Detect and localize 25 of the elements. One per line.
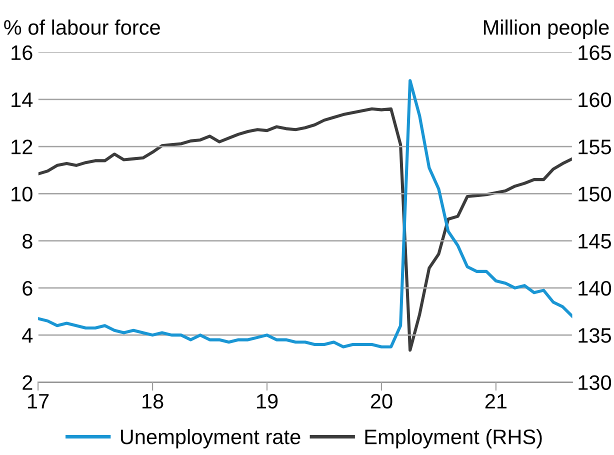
y-axis-title: % of labour force xyxy=(4,20,160,35)
y-tick-label: 16 xyxy=(12,45,32,60)
legend-label: Employment (RHS) xyxy=(365,428,542,448)
y-tick-label: 8 xyxy=(22,234,32,249)
legend-label: Unemployment rate xyxy=(120,428,300,448)
y-tick-label: 10 xyxy=(12,186,32,202)
x-tick-label: 19 xyxy=(257,394,278,409)
x-tick-label: 20 xyxy=(370,394,392,409)
x-tick-label: 18 xyxy=(142,394,164,409)
y-tick-label: 6 xyxy=(22,280,32,296)
y2-tick-label: 145 xyxy=(578,234,611,249)
y2-tick-label: 150 xyxy=(578,186,612,202)
y2-tick-label: 160 xyxy=(578,92,612,108)
y-tick-label: 14 xyxy=(12,92,33,107)
y-tick-label: 4 xyxy=(22,328,33,343)
y2-tick-label: 130 xyxy=(578,375,612,390)
x-tick-label: 17 xyxy=(28,394,49,408)
x-tick-label: 21 xyxy=(485,394,507,408)
y-tick-label: 12 xyxy=(12,140,32,154)
y2-tick-label: 135 xyxy=(578,328,611,343)
y-tick-label: 2 xyxy=(22,375,32,390)
y2-axis-title: Million people xyxy=(484,20,609,39)
y2-tick-label: 155 xyxy=(578,140,611,154)
y2-tick-label: 140 xyxy=(578,280,612,296)
y2-tick-label: 165 xyxy=(578,45,611,60)
